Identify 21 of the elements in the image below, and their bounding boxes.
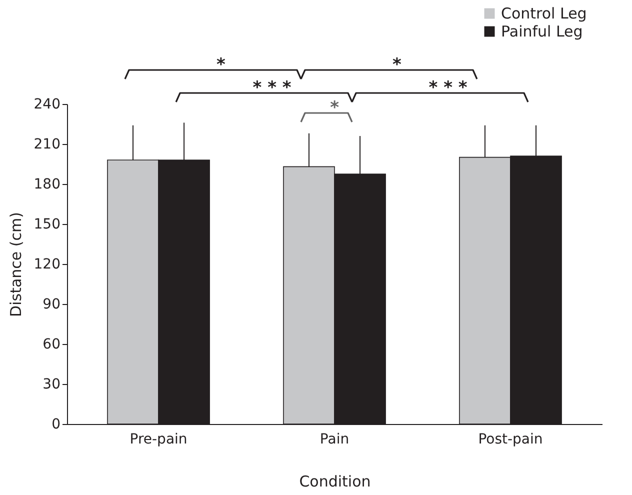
y-axis-title: Distance (cm)	[6, 212, 25, 317]
y-tick-label: 150	[34, 216, 60, 232]
legend-label: Control Leg	[501, 4, 587, 22]
y-tick-label: 210	[34, 136, 60, 152]
y-tick-label: 30	[42, 376, 60, 392]
text: * * *	[428, 78, 468, 98]
y-tick-label: 0	[52, 416, 60, 432]
y-tick-label: 90	[42, 296, 60, 312]
legend-label: Painful Leg	[501, 22, 583, 40]
y-tick-label: 120	[34, 256, 60, 272]
y-tick-label: 240	[34, 96, 60, 112]
annotation: *	[330, 98, 340, 118]
y-tick-label: 60	[42, 336, 60, 352]
y-tick-label: 180	[34, 176, 60, 192]
text: *	[392, 55, 402, 75]
text: *	[216, 55, 226, 75]
text: * * *	[252, 78, 292, 98]
x-tick-label: Post-pain	[478, 432, 543, 448]
x-tick-label: Pre-pain	[130, 432, 188, 448]
x-axis-title: Condition	[299, 472, 371, 490]
x-tick-label: Pain	[320, 432, 350, 448]
